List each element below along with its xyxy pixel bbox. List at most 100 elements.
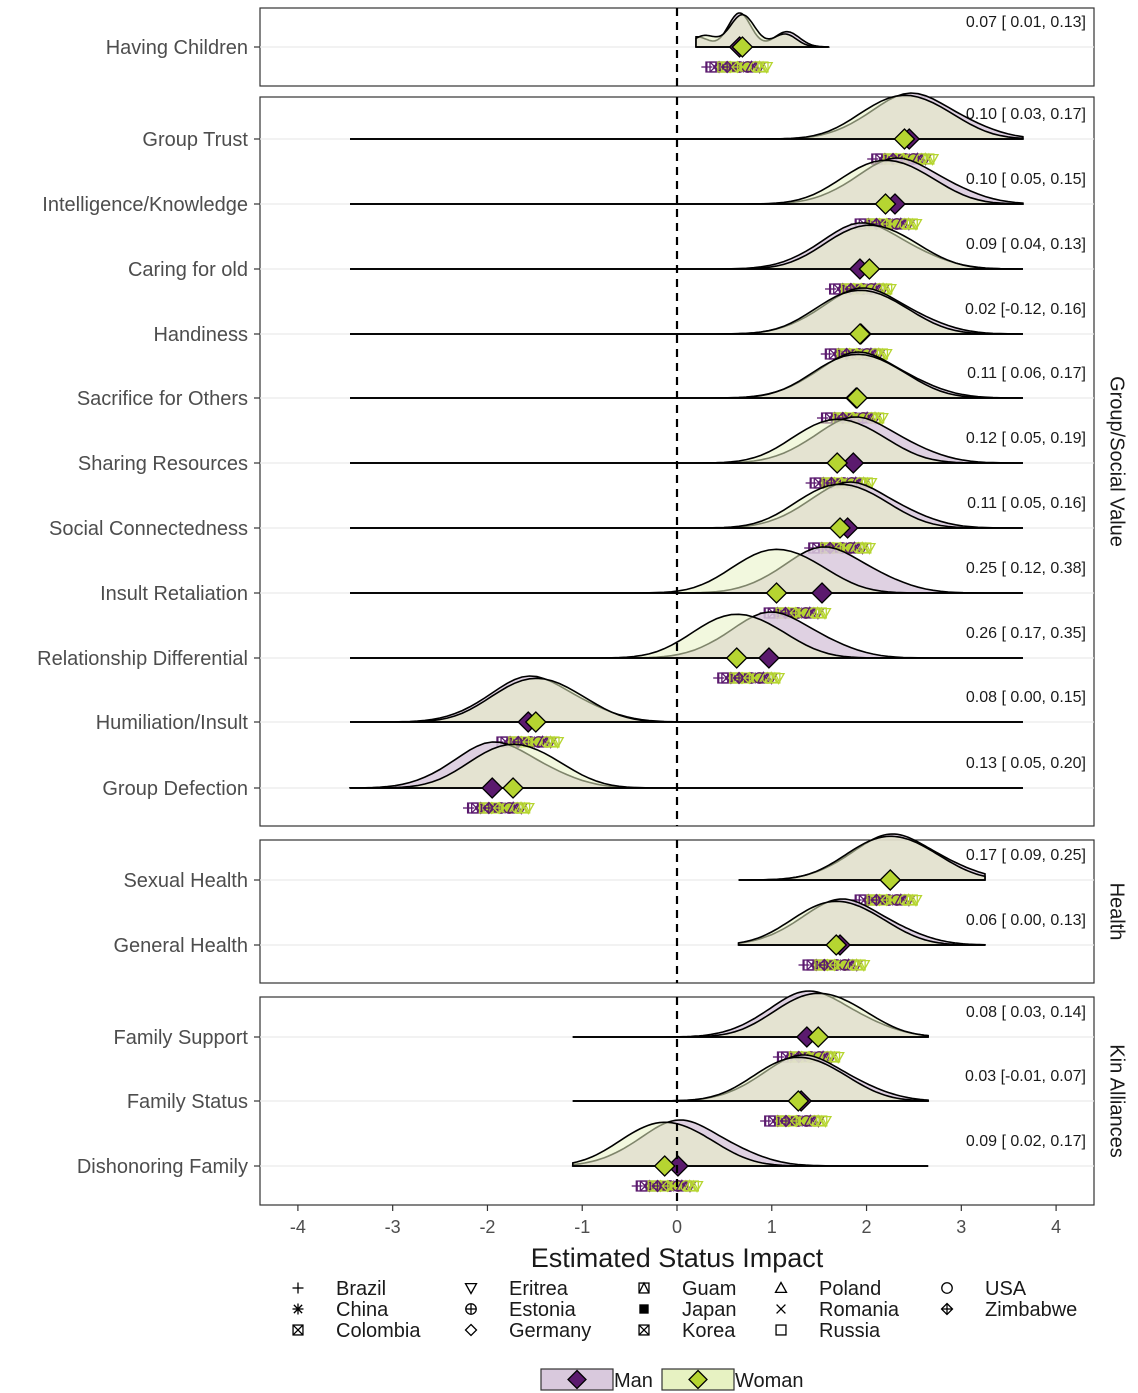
- legend-country-item: Poland: [774, 1278, 881, 1300]
- ci-label: 0.13 [ 0.05, 0.20]: [966, 755, 1086, 772]
- ridge-row: Sexual Health 0.17 [ 0.09, 0.25]: [123, 833, 1094, 907]
- country-point-woman: [889, 895, 899, 905]
- ci-label: 0.09 [ 0.02, 0.17]: [966, 1133, 1086, 1150]
- ci-label: 0.07 [ 0.01, 0.13]: [966, 14, 1086, 31]
- woman-mean-marker: [807, 1026, 830, 1048]
- legend-country-symbol: [776, 1304, 786, 1314]
- legend-country-label: Eritrea: [509, 1278, 569, 1300]
- country-point-man: [506, 801, 520, 814]
- legend-country-label: Colombia: [336, 1320, 421, 1342]
- woman-mean-marker: [731, 36, 754, 58]
- woman-mean-marker: [826, 452, 849, 474]
- row-label: Sharing Resources: [78, 453, 248, 475]
- x-tick-label: -1: [574, 1217, 590, 1237]
- country-point-man: [732, 671, 746, 685]
- ridge-row: Sacrifice for Others 0.11 [ 0.06, 0.17]: [77, 351, 1094, 425]
- legend-country-item: Guam: [638, 1278, 736, 1300]
- legend-country-item: Japan: [639, 1299, 737, 1321]
- country-point-woman: [670, 1181, 680, 1191]
- ci-label: 0.09 [ 0.04, 0.13]: [966, 236, 1086, 253]
- row-label: Family Status: [127, 1091, 248, 1113]
- country-point-man: [809, 477, 821, 489]
- country-point-woman: [905, 154, 916, 164]
- legend-country-symbol: [464, 1323, 478, 1337]
- row-label: Dishonoring Family: [77, 1156, 248, 1178]
- man-mean-marker: [842, 452, 865, 474]
- country-point-man: [802, 959, 814, 971]
- woman-mean-marker: [524, 711, 547, 733]
- legend-country-symbol: [292, 1282, 304, 1294]
- legend-country-symbol: [638, 1281, 650, 1294]
- country-point-woman: [808, 607, 820, 619]
- ci-label: 0.08 [ 0.03, 0.14]: [966, 1004, 1086, 1021]
- country-point-woman: [837, 960, 847, 970]
- legend-country-item: China: [292, 1299, 389, 1321]
- country-point-man: [720, 60, 734, 74]
- country-point-woman: [798, 1116, 809, 1126]
- country-point-man: [803, 606, 817, 619]
- panels: Having Children 0.07 [ 0.01, 0.13] Group/S…: [37, 7, 1128, 1206]
- legend-country-symbol: [292, 1324, 304, 1336]
- country-point-man: [824, 348, 836, 360]
- country-point-woman: [899, 894, 911, 906]
- x-tick-label: -3: [385, 1217, 401, 1237]
- country-point-woman: [828, 958, 842, 972]
- woman-mean-marker: [893, 128, 916, 150]
- row-label: Relationship Differential: [37, 648, 248, 670]
- country-point-woman: [749, 61, 762, 73]
- woman-mean-marker: [879, 869, 902, 891]
- woman-mean-marker: [874, 193, 897, 215]
- ridge-row: Relationship Differential 0.26 [ 0.17, 0.…: [37, 611, 1094, 685]
- row-label: Group Defection: [102, 778, 248, 800]
- ridge-row: Insult Retaliation 0.25 [ 0.12, 0.38]: [100, 546, 1094, 620]
- x-tick-label: 1: [767, 1217, 777, 1237]
- woman-mean-marker: [825, 934, 848, 956]
- woman-mean-marker: [765, 582, 788, 604]
- country-point-woman: [899, 218, 911, 230]
- country-point-woman: [740, 62, 750, 72]
- country-point-man: [535, 735, 550, 748]
- ci-label: 0.26 [ 0.17, 0.35]: [966, 625, 1086, 642]
- legend-country-item: Eritrea: [464, 1278, 569, 1300]
- row-label: Family Support: [114, 1027, 249, 1049]
- woman-density: [737, 900, 986, 946]
- legend-country-symbol: [775, 1324, 787, 1336]
- legend-country-symbol: [464, 1282, 478, 1295]
- ridge-row: Group Defection 0.13 [ 0.05, 0.20]: [102, 741, 1094, 815]
- legend-country-item: Colombia: [292, 1320, 421, 1342]
- country-point-man: [803, 1114, 817, 1127]
- panel: Group/Social Value Group Trust 0.10 [ 0.03…: [37, 92, 1128, 827]
- row-label: Sexual Health: [123, 870, 248, 892]
- woman-mean-marker: [502, 777, 524, 799]
- row-label: Group Trust: [142, 129, 248, 151]
- country-point-man: [828, 283, 841, 295]
- country-point-man: [894, 893, 908, 906]
- country-point-woman: [742, 671, 756, 685]
- country-point-woman: [889, 219, 899, 229]
- x-axis-ticks: -4 -3 -2 -1 0 1 2 3 4: [290, 1205, 1061, 1237]
- man-mean-marker: [481, 777, 504, 799]
- ci-label: 0.06 [ 0.00, 0.13]: [966, 912, 1086, 929]
- country-point-woman: [501, 803, 512, 813]
- row-label: Social Connectedness: [49, 518, 248, 540]
- x-tick-label: 0: [672, 1217, 682, 1237]
- ridge-row: Having Children 0.07 [ 0.01, 0.13]: [106, 12, 1094, 74]
- row-label: Caring for old: [128, 259, 248, 281]
- country-point-woman: [661, 1179, 675, 1193]
- legend-country-symbol: [465, 1303, 477, 1315]
- ridge-row: Humiliation/Insult 0.08 [ 0.00, 0.15]: [96, 675, 1094, 749]
- legend-country-label: Germany: [509, 1320, 591, 1342]
- country-point-woman: [492, 801, 506, 815]
- ci-label: 0.25 [ 0.12, 0.38]: [966, 560, 1086, 577]
- legend-sex-label: Woman: [735, 1370, 804, 1392]
- panel: Kin Alliances Family Support 0.08 [ 0.03, …: [77, 990, 1128, 1206]
- x-axis-title: Estimated Status Impact: [531, 1243, 824, 1273]
- country-point-woman: [852, 542, 865, 554]
- country-point-woman: [531, 737, 541, 747]
- legend-country-label: Guam: [682, 1278, 736, 1300]
- legend-country-label: Brazil: [336, 1278, 386, 1300]
- country-point-man: [756, 671, 770, 684]
- country-point-woman: [808, 1115, 821, 1127]
